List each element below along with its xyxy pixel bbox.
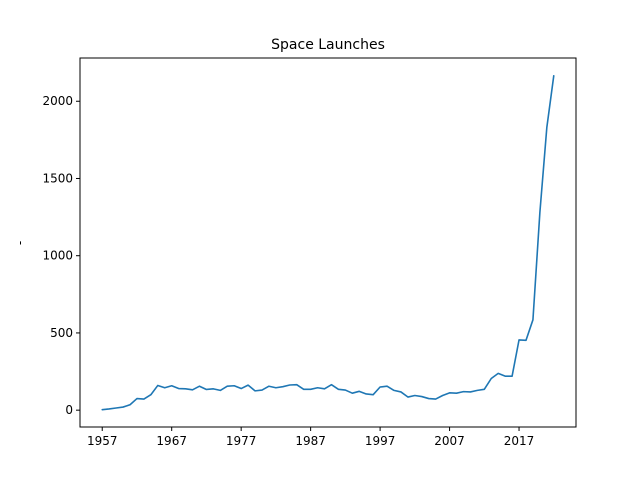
y-tick-label: 1500 <box>42 171 73 185</box>
y-tick-label: 500 <box>50 326 73 340</box>
y-axis-ticks: 0 500 1000 1500 2000 <box>42 94 80 417</box>
y-tick-label: 0 <box>65 403 73 417</box>
y-axis-label: - <box>13 241 27 245</box>
plot-area-frame <box>79 57 577 428</box>
chart-title: Space Launches <box>271 37 385 53</box>
series-line-0 <box>101 74 555 411</box>
x-axis-ticks: 1957 1967 1977 1987 1997 2007 2017 <box>87 427 534 448</box>
series-layer <box>101 74 555 411</box>
y-tick-label: 2000 <box>42 94 73 108</box>
x-tick-label: 1997 <box>365 434 396 448</box>
x-tick-label: 1967 <box>156 434 187 448</box>
x-tick-label: 2017 <box>504 434 535 448</box>
x-tick-label: 1957 <box>87 434 118 448</box>
x-tick-label: 2007 <box>434 434 465 448</box>
x-tick-label: 1977 <box>226 434 257 448</box>
x-tick-label: 1987 <box>295 434 326 448</box>
y-tick-label: 1000 <box>42 249 73 263</box>
